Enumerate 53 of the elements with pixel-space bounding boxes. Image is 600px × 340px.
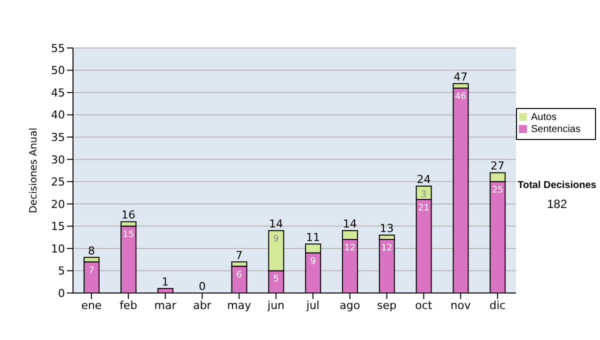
total-label: 8 (88, 244, 95, 258)
x-tick-label: abr (193, 298, 212, 312)
data-label: 9 (273, 234, 280, 245)
y-tick-label: 5 (58, 264, 65, 278)
data-label: 5 (273, 274, 279, 285)
total-label: 14 (269, 218, 284, 231)
x-tick-label: mar (154, 298, 177, 312)
x-tick-label: feb (120, 298, 138, 312)
y-tick-label: 50 (51, 64, 65, 78)
x-tick-label: oct (415, 298, 433, 312)
data-label: 21 (418, 203, 430, 214)
data-label: 6 (236, 270, 242, 280)
y-tick-label: 20 (51, 198, 65, 211)
x-tick-label: sep (377, 298, 397, 312)
data-label: 12 (344, 244, 356, 254)
y-tick-label: 25 (51, 176, 65, 189)
text: Total Decisiones (516, 180, 598, 191)
legend-label: Autos (531, 112, 557, 123)
x-tick-label: nov (450, 298, 472, 312)
y-tick-label: 35 (51, 130, 65, 144)
total-label: 47 (454, 70, 468, 84)
data-label: 3 (420, 190, 427, 200)
x-tick-label: jun (266, 298, 285, 312)
data-label: 9 (310, 256, 316, 267)
y-tick-label: 10 (51, 242, 65, 256)
total-label: 1 (162, 276, 169, 289)
total-label: 11 (306, 231, 320, 244)
y-axis-title: Decisiones Anual (28, 128, 40, 214)
legend-label: Sentencias (531, 124, 580, 135)
x-tick-label: dic (489, 298, 506, 312)
total-label: 13 (380, 222, 394, 236)
y-tick-label: 40 (51, 108, 65, 122)
data-label: 7 (88, 266, 94, 276)
x-tick-label: jul (305, 298, 320, 312)
total-label: 0 (198, 280, 206, 293)
total-label: 16 (121, 208, 136, 222)
y-tick-label: 30 (51, 153, 65, 166)
y-tick-label: 45 (51, 86, 65, 100)
y-tick-label: 15 (51, 220, 65, 234)
y-tick-label: 0 (58, 286, 65, 300)
total-label: 14 (342, 218, 357, 231)
data-label: 25 (492, 186, 504, 196)
x-tick-label: ago (340, 298, 360, 312)
data-label: 46 (454, 92, 467, 102)
x-tick-label: may (227, 298, 252, 312)
x-tick-label: ene (81, 298, 102, 312)
data-label: 15 (122, 230, 134, 240)
data-label: 12 (381, 244, 393, 254)
total-label: 27 (490, 160, 505, 173)
total-label: 24 (416, 173, 431, 186)
total-label: 7 (236, 248, 243, 262)
text: 182 (546, 197, 568, 211)
y-tick-label: 55 (51, 42, 65, 55)
